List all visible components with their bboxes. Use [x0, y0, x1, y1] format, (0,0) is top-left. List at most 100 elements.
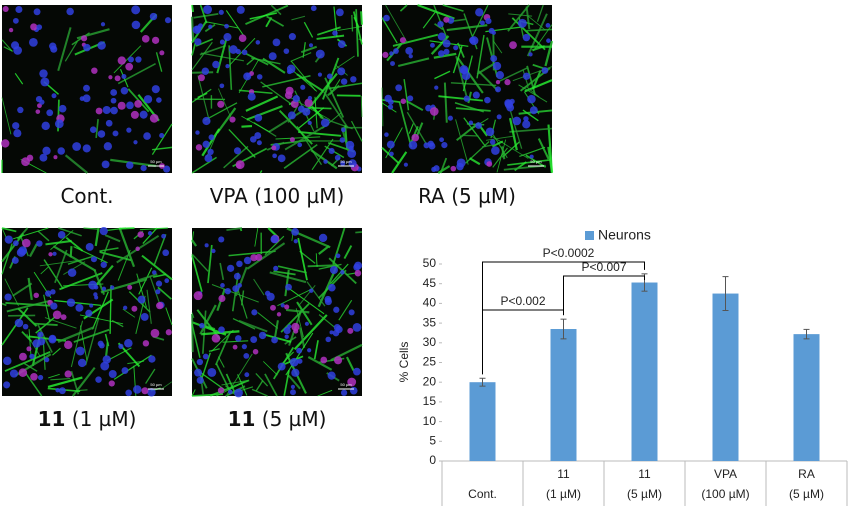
nucleus — [9, 28, 13, 32]
nucleus — [4, 293, 11, 300]
nucleus — [61, 314, 67, 320]
neurite — [361, 11, 362, 24]
x-tick-label: VPA — [714, 467, 737, 481]
nucleus — [293, 95, 300, 102]
nucleus — [103, 355, 111, 363]
nucleus — [67, 298, 75, 306]
nucleus — [334, 356, 342, 364]
x-tick-label: Cont. — [468, 487, 497, 501]
nucleus — [45, 290, 51, 296]
nucleus — [220, 40, 225, 45]
nucleus — [140, 111, 148, 119]
nucleus — [13, 46, 22, 55]
nucleus — [473, 92, 480, 99]
nucleus — [407, 95, 413, 101]
nucleus — [12, 257, 19, 264]
nucleus — [141, 313, 149, 321]
caption: 11 (1 µM) — [38, 407, 137, 431]
nucleus — [255, 114, 263, 122]
nucleus — [219, 10, 224, 15]
neurite — [308, 265, 337, 266]
nucleus — [250, 336, 257, 343]
nucleus — [311, 5, 317, 11]
nucleus — [104, 142, 112, 150]
nucleus — [528, 52, 532, 56]
caption: RA (5 µM) — [418, 184, 516, 208]
nucleus — [271, 337, 278, 344]
nucleus — [225, 64, 229, 68]
nucleus — [439, 137, 444, 142]
nucleus — [288, 111, 296, 119]
scale-label: 50 µm — [150, 159, 162, 164]
nucleus — [204, 154, 212, 162]
neurite — [192, 314, 193, 352]
nucleus — [453, 45, 458, 50]
y-tick-label: 45 — [423, 276, 437, 290]
nucleus — [287, 324, 291, 328]
nucleus — [341, 78, 347, 84]
nucleus — [132, 21, 141, 30]
nucleus — [64, 341, 72, 349]
nucleus — [257, 140, 262, 145]
x-tick-label: RA — [798, 467, 815, 481]
nucleus — [239, 34, 247, 42]
nucleus — [202, 68, 209, 75]
micrograph: 50 µm — [382, 5, 552, 173]
nucleus — [199, 323, 205, 329]
nucleus — [237, 6, 245, 14]
nucleus — [382, 52, 388, 58]
nucleus — [15, 319, 23, 327]
nucleus — [243, 353, 249, 359]
nucleus — [353, 368, 361, 376]
nucleus — [197, 359, 203, 365]
nucleus — [57, 147, 65, 155]
nucleus — [138, 296, 146, 304]
caption-text: VPA (100 µM) — [210, 184, 345, 208]
nucleus — [194, 38, 201, 45]
nucleus — [110, 107, 118, 115]
y-tick-label: 20 — [423, 374, 437, 388]
caption-bold: 11 — [38, 407, 66, 431]
nucleus — [485, 18, 491, 24]
caption: VPA (100 µM) — [210, 184, 345, 208]
x-tick-label: 11 — [638, 467, 651, 481]
nucleus — [236, 49, 241, 54]
nucleus — [137, 231, 144, 238]
nucleus — [321, 118, 330, 127]
nucleus — [218, 236, 224, 242]
nucleus — [83, 144, 91, 152]
nucleus — [223, 33, 231, 41]
nucleus — [13, 129, 21, 137]
nucleus — [271, 145, 276, 150]
nucleus — [90, 126, 97, 133]
nucleus — [461, 67, 468, 74]
micrograph: 50 µm — [192, 5, 362, 173]
nucleus — [340, 270, 344, 274]
nucleus — [300, 85, 305, 90]
nucleus — [141, 387, 148, 394]
nucleus — [15, 6, 22, 13]
nucleus — [131, 5, 140, 14]
nucleus — [469, 121, 473, 125]
nucleus — [164, 278, 169, 283]
nucleus — [152, 270, 157, 275]
nucleus — [65, 370, 72, 377]
nucleus — [346, 141, 354, 149]
nucleus — [101, 22, 105, 26]
nucleus — [441, 142, 447, 148]
nucleus — [37, 331, 43, 337]
nucleus — [142, 35, 150, 43]
y-tick-label: 0 — [429, 453, 436, 467]
nucleus — [118, 56, 126, 64]
nucleus — [490, 139, 496, 145]
nucleus — [246, 73, 251, 78]
nucleus — [323, 159, 328, 164]
nucleus — [212, 61, 219, 68]
nucleus — [125, 390, 132, 397]
nucleus — [123, 306, 127, 310]
nucleus — [124, 339, 132, 347]
nucleus — [325, 296, 332, 303]
nucleus — [13, 240, 19, 246]
nucleus — [218, 295, 225, 302]
nucleus — [102, 287, 106, 291]
